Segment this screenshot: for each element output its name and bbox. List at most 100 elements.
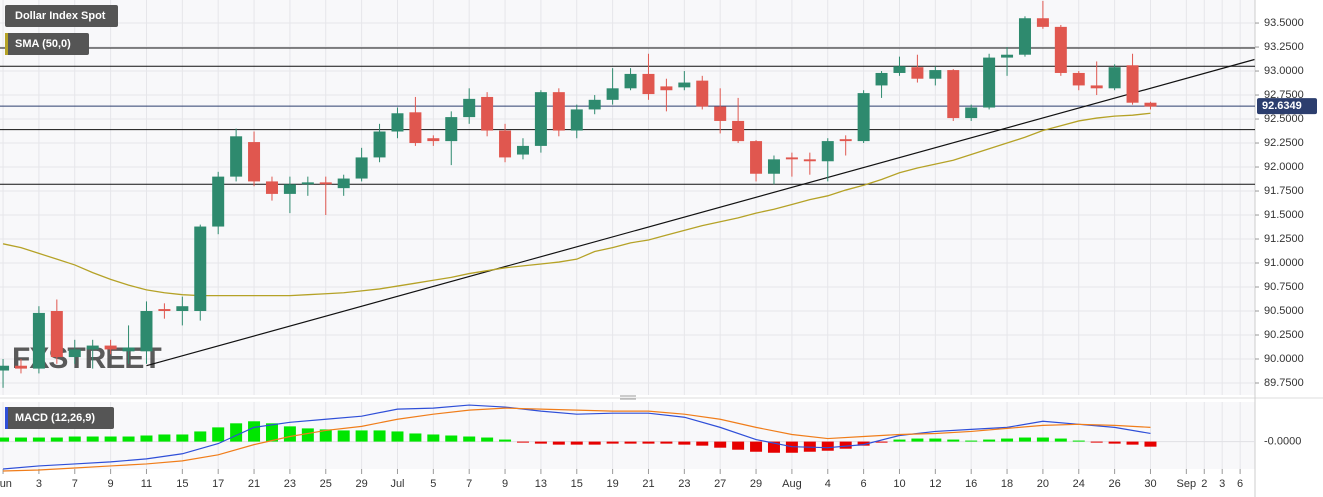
- candle-body: [732, 120, 745, 142]
- y-tick-label: 91.2500: [1264, 233, 1304, 245]
- histogram-bar: [230, 423, 243, 442]
- histogram-bar: [588, 441, 601, 445]
- histogram-bar: [158, 434, 171, 442]
- legend-macd: MACD (12,26,9): [15, 412, 95, 424]
- x-tick-label: 3: [36, 478, 42, 490]
- x-tick-label: 6: [861, 478, 867, 490]
- candle-body: [642, 73, 655, 95]
- candle-body: [481, 96, 494, 131]
- x-tick-label: 16: [965, 478, 977, 490]
- candle-body: [678, 82, 691, 88]
- candle-body: [785, 157, 798, 160]
- x-tick-label: 4: [825, 478, 831, 490]
- histogram-bar: [660, 441, 673, 444]
- x-tick-label: Aug: [782, 478, 802, 490]
- x-tick-label: 23: [284, 478, 296, 490]
- histogram-bar: [122, 436, 135, 442]
- histogram-bar: [1036, 437, 1049, 442]
- candle-body: [140, 311, 153, 352]
- x-tick-label: 24: [1073, 478, 1085, 490]
- x-tick-label: Jul: [390, 478, 404, 490]
- candle-body: [857, 93, 870, 142]
- histogram-bar: [1144, 441, 1157, 447]
- candle-body: [409, 112, 422, 144]
- histogram-bar: [1001, 438, 1014, 442]
- histogram-bar: [1054, 438, 1067, 442]
- histogram-bar: [696, 441, 709, 446]
- histogram-bar: [606, 441, 619, 444]
- histogram-bar: [1018, 437, 1031, 442]
- histogram-bar: [624, 441, 637, 444]
- candle-body: [983, 57, 996, 108]
- x-tick-label: 19: [606, 478, 618, 490]
- candle-body: [1144, 102, 1157, 107]
- candle-body: [104, 345, 117, 350]
- candle-body: [301, 182, 314, 185]
- candle-body: [122, 347, 135, 352]
- y-tick-label: 90.2500: [1264, 329, 1304, 341]
- candle-body: [570, 109, 583, 131]
- y-tick-label: 91.7500: [1264, 185, 1304, 197]
- histogram-bar: [929, 438, 942, 442]
- candle-body: [1090, 85, 1103, 89]
- histogram-bar: [893, 439, 906, 442]
- histogram-bar: [714, 441, 727, 448]
- candle-body: [803, 159, 816, 162]
- x-tick-label: 13: [535, 478, 547, 490]
- candle-body: [176, 306, 189, 312]
- resize-grip[interactable]: [620, 395, 636, 400]
- y-tick-label: 92.7500: [1264, 89, 1304, 101]
- x-tick-label: 12: [929, 478, 941, 490]
- histogram-bar: [1090, 441, 1103, 443]
- histogram-bar: [140, 435, 153, 442]
- candle-body: [875, 72, 888, 86]
- histogram-bar: [947, 439, 960, 442]
- histogram-bar: [68, 436, 81, 442]
- histogram-bar: [463, 436, 476, 442]
- candle-body: [230, 136, 243, 177]
- candle-body: [911, 67, 924, 79]
- y-tick-label: 91.5000: [1264, 209, 1304, 221]
- candle-body: [265, 181, 278, 194]
- histogram-bar: [427, 434, 440, 442]
- x-tick-label: 18: [1001, 478, 1013, 490]
- legend-box: [5, 33, 89, 55]
- y-tick-label: 93.2500: [1264, 41, 1304, 53]
- histogram-bar: [516, 441, 529, 443]
- candle-body: [534, 92, 547, 146]
- candle-body: [319, 182, 332, 185]
- y-tick-label: 93.0000: [1264, 65, 1304, 77]
- candle-body: [499, 130, 512, 158]
- histogram-bar: [750, 441, 763, 452]
- histogram-bar: [0, 437, 10, 442]
- candle-body: [965, 107, 978, 119]
- candle-body: [606, 88, 619, 100]
- histogram-bar: [176, 434, 189, 442]
- histogram-bar: [642, 441, 655, 444]
- x-tick-label: 7: [466, 478, 472, 490]
- y-tick-label: 93.5000: [1264, 17, 1304, 29]
- candle-body: [660, 86, 673, 91]
- histogram-bar: [355, 430, 368, 442]
- histogram-bar: [194, 431, 207, 442]
- candle-body: [1126, 65, 1139, 103]
- candle-body: [427, 138, 440, 142]
- x-tick-label: 30: [1144, 478, 1156, 490]
- histogram-bar: [32, 437, 45, 442]
- histogram-bar: [481, 437, 494, 442]
- x-tick-label: 20: [1037, 478, 1049, 490]
- legend-box: [5, 407, 114, 429]
- histogram-bar: [248, 421, 261, 442]
- x-tick-label: 29: [355, 478, 367, 490]
- x-tick-label: 23: [678, 478, 690, 490]
- histogram-bar: [50, 437, 63, 442]
- histogram-bar: [409, 433, 422, 442]
- x-tick-label: 6: [1237, 478, 1243, 490]
- x-tick-label: 15: [176, 478, 188, 490]
- last-price-label: 92.6349: [1262, 100, 1302, 112]
- candle-body: [445, 117, 458, 142]
- histogram-bar: [732, 441, 745, 450]
- histogram-bar: [857, 441, 870, 446]
- candle-body: [1072, 72, 1085, 86]
- candle-body: [1054, 26, 1067, 73]
